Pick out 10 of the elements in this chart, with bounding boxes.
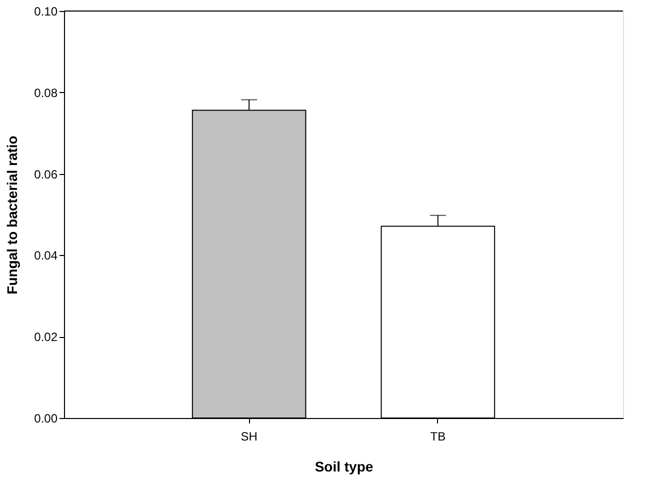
y-tick-label: 0.08 — [34, 86, 58, 100]
y-axis-title: Fungal to bacterial ratio — [4, 136, 20, 294]
y-tick-label: 0.00 — [34, 412, 58, 426]
x-axis-title: Soil type — [314, 458, 374, 474]
y-tick-label: 0.04 — [34, 248, 58, 263]
y-tick-label: 0.10 — [34, 4, 58, 18]
x-tick-label: TB — [430, 430, 446, 444]
y-tick-label: 0.06 — [34, 167, 58, 182]
y-tick-label: 0.02 — [34, 330, 58, 344]
x-tick-label: SH — [240, 430, 258, 444]
